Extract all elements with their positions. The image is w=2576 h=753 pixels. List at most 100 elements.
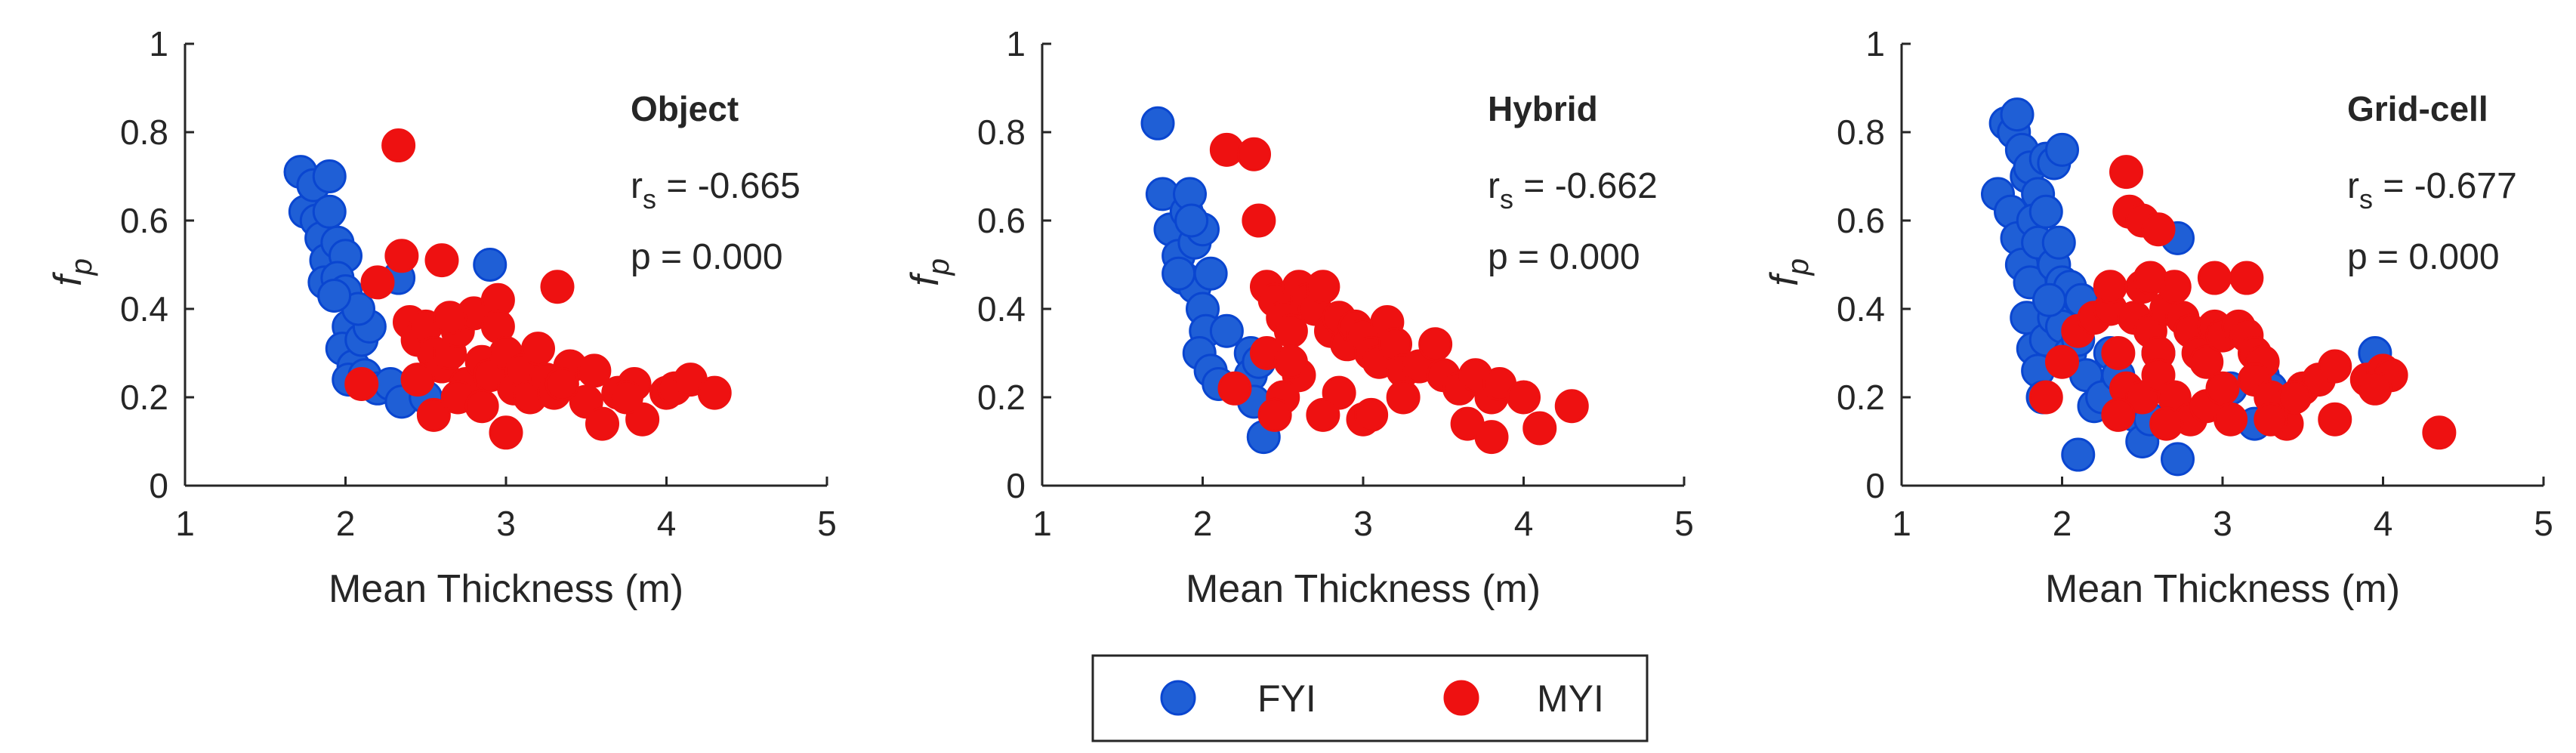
myi-point — [540, 270, 575, 304]
myi-point — [577, 353, 612, 388]
y-tick-label: 0.6 — [120, 201, 168, 240]
myi-point — [1306, 270, 1340, 304]
x-tick-label: 3 — [496, 504, 516, 543]
y-tick-label: 0.2 — [1837, 378, 1885, 417]
myi-point — [2149, 406, 2184, 441]
fyi-point — [1193, 256, 1228, 291]
y-axis-title: fp — [46, 258, 98, 286]
myi-point — [1354, 397, 1389, 432]
myi-point — [2109, 155, 2143, 190]
fyi-point — [312, 159, 347, 193]
fyi-point — [2061, 437, 2096, 472]
p-value-text: p = 0.000 — [2347, 237, 2500, 277]
x-tick-label: 4 — [1514, 504, 1534, 543]
x-tick-label: 4 — [2374, 504, 2393, 543]
x-tick-label: 1 — [1032, 504, 1052, 543]
myi-point — [545, 366, 579, 401]
x-tick-label: 2 — [336, 504, 356, 543]
panel-title: Grid-cell — [2347, 89, 2488, 128]
spearman-r-text: rs = -0.662 — [1488, 166, 1658, 214]
spearman-r-text: rs = -0.665 — [631, 166, 801, 214]
fyi-point — [1162, 256, 1196, 291]
myi-point — [2358, 371, 2392, 406]
panel-title: Object — [631, 89, 739, 128]
fyi-point — [2000, 97, 2035, 132]
myi-point — [697, 375, 732, 410]
legend-box — [1091, 654, 1649, 742]
p-value-text: p = 0.000 — [631, 237, 783, 277]
y-tick-label: 0 — [1865, 466, 1885, 505]
p-value-text: p = 0.000 — [1488, 237, 1640, 277]
legend-label-myi: MYI — [1537, 677, 1604, 720]
x-axis-title: Mean Thickness (m) — [1186, 567, 1541, 611]
fyi-point — [2045, 132, 2079, 167]
fyi-point — [2032, 282, 2066, 317]
x-tick-label: 1 — [175, 504, 195, 543]
fyi-point — [2028, 194, 2063, 229]
myi-point — [2093, 270, 2127, 304]
x-tick-label: 2 — [2053, 504, 2072, 543]
myi-point — [1418, 327, 1453, 362]
myi-point — [2133, 261, 2167, 295]
myi-point — [384, 239, 419, 273]
y-tick-label: 0.8 — [120, 113, 168, 152]
myi-point — [360, 265, 395, 300]
y-tick-label: 0.4 — [1837, 289, 1885, 329]
y-axis-title: fp — [1763, 258, 1815, 286]
fyi-point — [2161, 442, 2195, 477]
panels: 0 0.2 0.4 0.6 0.8 1 1 2 3 4 5 Mean Thickness (m) fp O… — [46, 24, 2553, 611]
y-tick-label: 0 — [149, 466, 168, 505]
y-tick-label: 0.6 — [1837, 201, 1885, 240]
myi-point — [1217, 371, 1252, 406]
scatter-panel-1: 0 0.2 0.4 0.6 0.8 1 1 2 3 4 5 Mean Thickness (m) fp O… — [46, 24, 837, 611]
fyi-point — [1209, 313, 1244, 348]
fyi-point — [317, 278, 352, 313]
y-tick-label: 0.8 — [1837, 113, 1885, 152]
myi-point — [2101, 336, 2136, 370]
x-tick-label: 3 — [1353, 504, 1373, 543]
myi-point — [2318, 349, 2352, 384]
myi-point — [344, 366, 379, 401]
x-tick-label: 5 — [2534, 504, 2553, 543]
y-tick-label: 1 — [1865, 24, 1885, 63]
x-tick-label: 2 — [1193, 504, 1213, 543]
myi-point — [2189, 344, 2224, 379]
myi-point — [2229, 261, 2264, 295]
myi-point — [424, 243, 459, 278]
legend-marker-fyi — [1160, 680, 1196, 716]
myi-point — [2318, 402, 2352, 437]
myi-point — [609, 380, 643, 415]
y-tick-label: 0.4 — [120, 289, 168, 329]
myi-point — [585, 406, 619, 441]
myi-point — [1522, 411, 1557, 446]
myi-point — [1507, 380, 1541, 415]
y-tick-label: 1 — [1006, 24, 1026, 63]
myi-point — [1306, 397, 1340, 432]
myi-point — [381, 128, 416, 163]
myi-point — [1273, 344, 1308, 379]
myi-point — [2045, 344, 2079, 379]
panel-title: Hybrid — [1488, 89, 1598, 128]
x-tick-label: 5 — [1674, 504, 1694, 543]
myi-point — [2422, 415, 2457, 450]
x-tick-label: 3 — [2213, 504, 2232, 543]
myi-point — [489, 415, 523, 450]
y-tick-label: 0.6 — [977, 201, 1026, 240]
myi-point — [400, 363, 435, 397]
y-tick-label: 1 — [149, 24, 168, 63]
fyi-point — [473, 248, 507, 282]
fyi-point — [1140, 106, 1175, 140]
fyi-point — [1174, 203, 1209, 238]
myi-point — [2028, 380, 2063, 415]
x-tick-label: 5 — [817, 504, 837, 543]
myi-point — [1386, 380, 1421, 415]
myi-point — [1257, 397, 1292, 432]
y-tick-label: 0 — [1006, 466, 1026, 505]
myi-point — [1237, 137, 1271, 171]
myi-point — [2205, 371, 2240, 406]
myi-point — [416, 397, 451, 432]
y-axis-title: fp — [903, 258, 955, 286]
y-tick-label: 0.2 — [120, 378, 168, 417]
y-tick-label: 0.8 — [977, 113, 1026, 152]
myi-point — [464, 389, 499, 424]
